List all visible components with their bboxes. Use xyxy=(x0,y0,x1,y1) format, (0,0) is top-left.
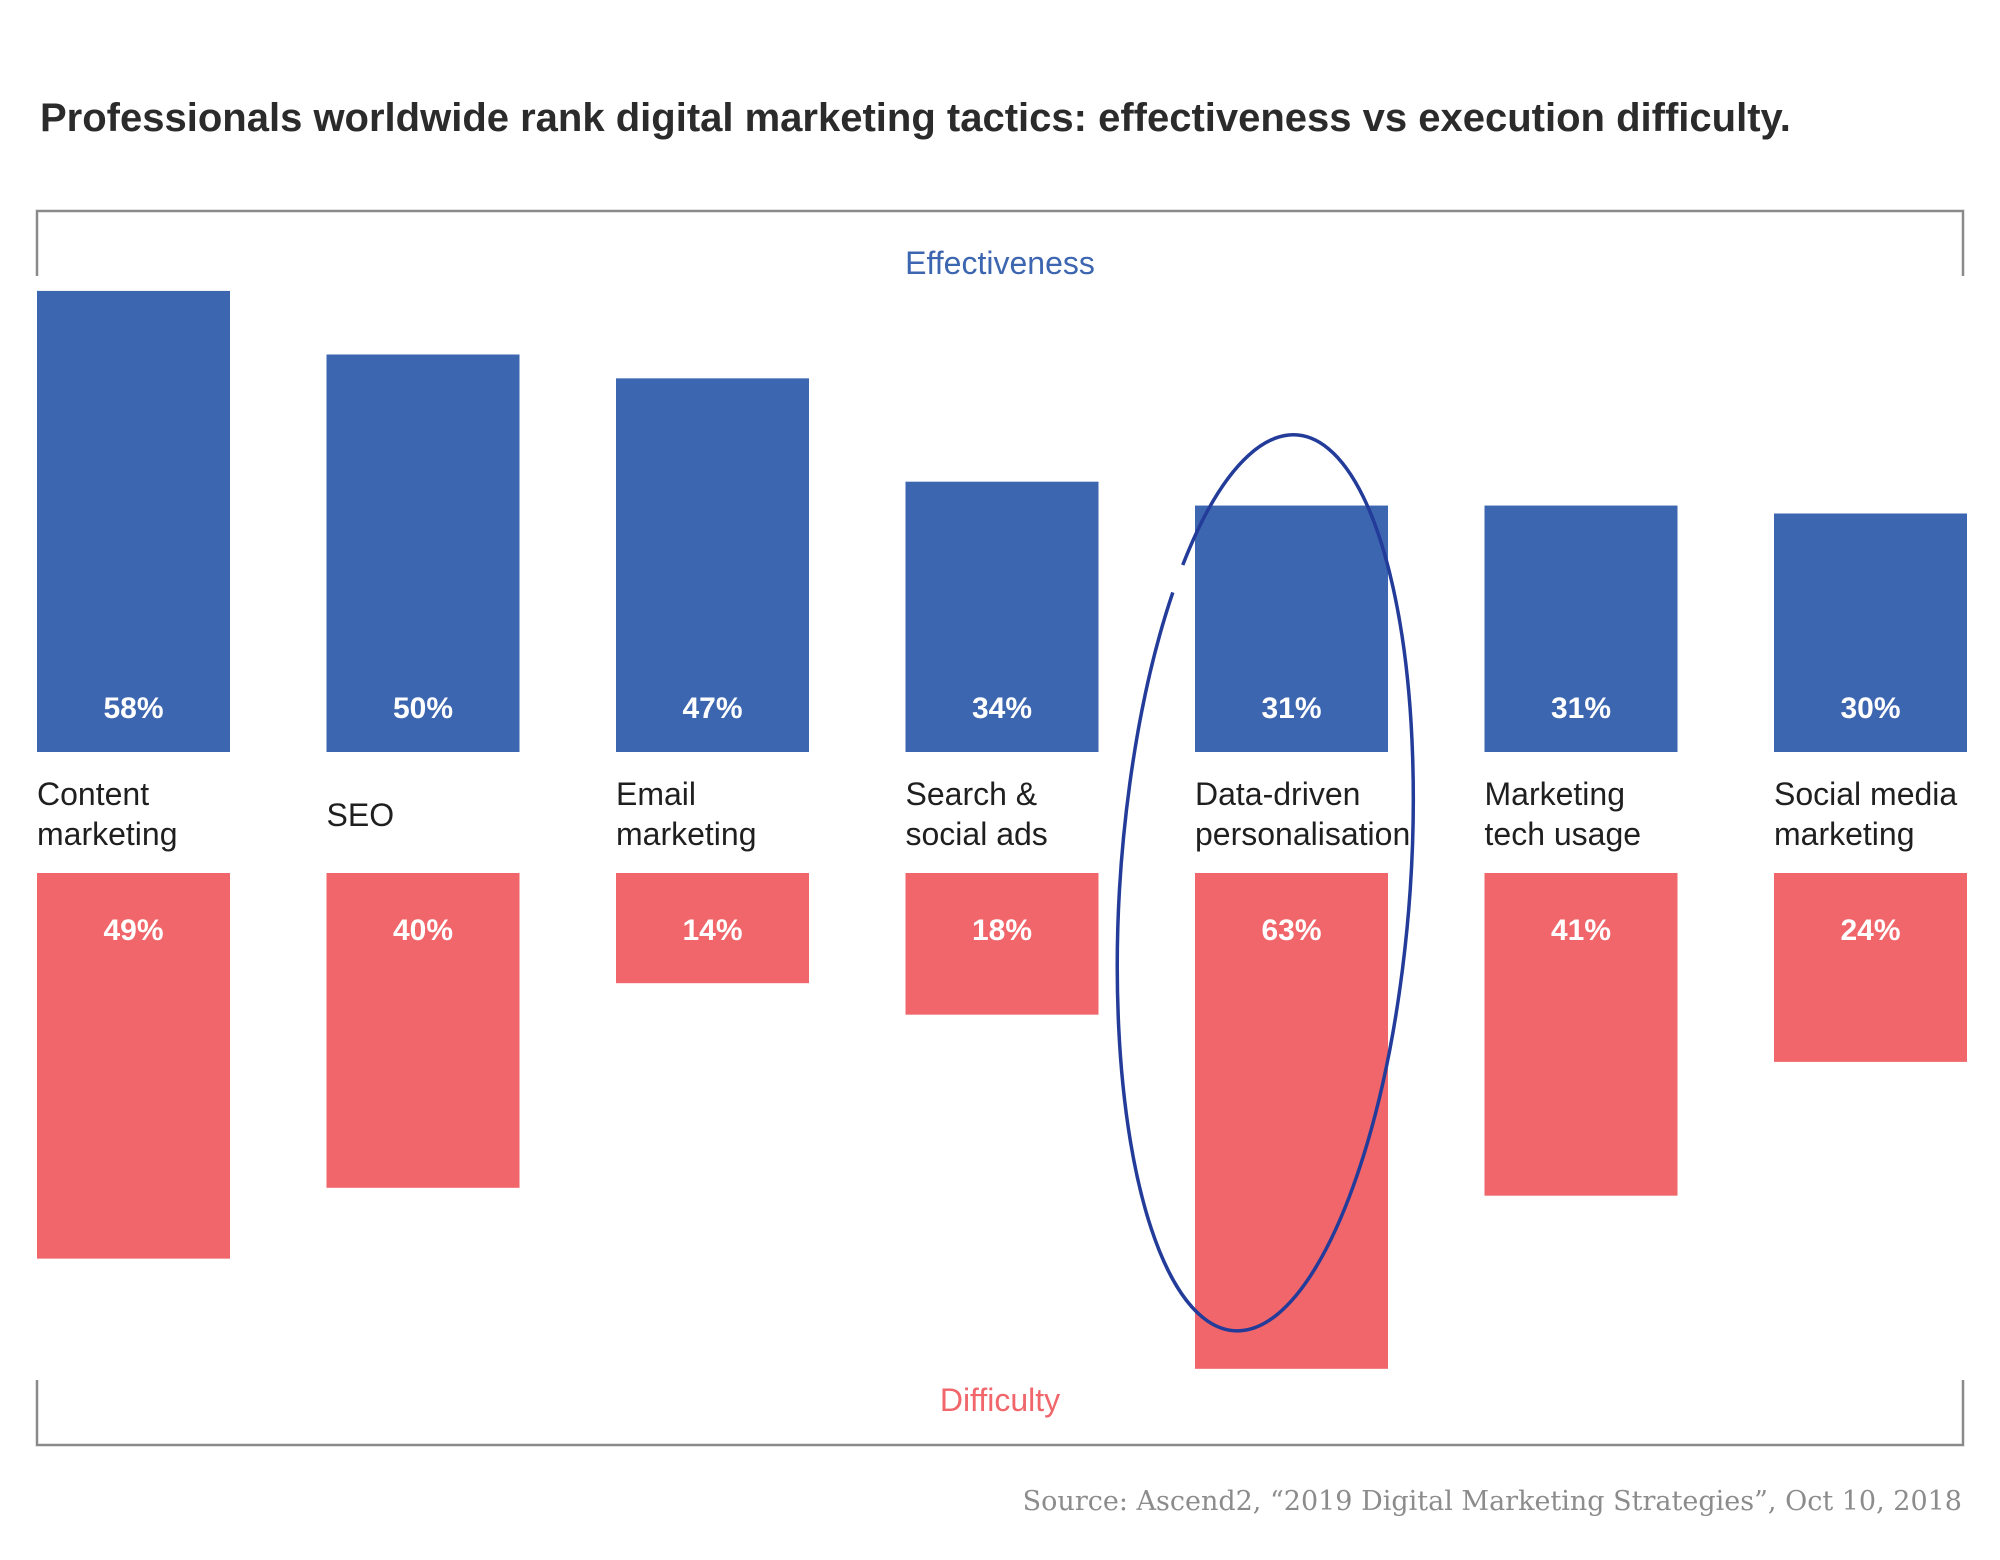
difficulty-bar xyxy=(616,873,809,984)
difficulty-bar xyxy=(905,873,1099,1015)
effectiveness-value-label: 31% xyxy=(1261,692,1321,725)
difficulty-bar xyxy=(1774,873,1967,1062)
category-label: tech usage xyxy=(1485,816,1642,852)
difficulty-value-label: 18% xyxy=(972,914,1032,947)
category-label: Email xyxy=(616,776,696,812)
category-label: Data-driven xyxy=(1195,776,1360,812)
category-label: Social media xyxy=(1774,776,1957,812)
difficulty-value-label: 41% xyxy=(1551,914,1611,947)
category-label: marketing xyxy=(1774,816,1915,852)
effectiveness-value-label: 58% xyxy=(103,692,163,725)
difficulty-bar xyxy=(1195,873,1388,1369)
effectiveness-bar xyxy=(1774,513,1967,752)
category-label: SEO xyxy=(327,797,395,833)
chart-marks: 58% 49% Content marketing 50% 40% SEO 47% 14% Ema… xyxy=(37,290,1967,1369)
top-frame xyxy=(35,209,1965,276)
effectiveness-value-label: 34% xyxy=(972,692,1032,725)
effectiveness-value-label: 30% xyxy=(1840,692,1900,725)
category-label: Search & xyxy=(906,776,1038,812)
effectiveness-bar xyxy=(616,378,809,752)
series-label-difficulty: Difficulty xyxy=(940,1382,1060,1418)
difficulty-value-label: 49% xyxy=(103,914,163,947)
difficulty-value-label: 14% xyxy=(682,914,742,947)
difficulty-value-label: 24% xyxy=(1840,914,1900,947)
highlight-ellipse xyxy=(1115,433,1416,1333)
effectiveness-value-label: 50% xyxy=(393,692,453,725)
difficulty-value-label: 40% xyxy=(393,914,453,947)
difficulty-value-label: 63% xyxy=(1261,914,1321,947)
effectiveness-bar xyxy=(326,354,520,752)
source-note: Source: Ascend2, “2019 Digital Marketing… xyxy=(1023,1486,1962,1517)
category-label: personalisation xyxy=(1195,816,1410,852)
category-label: Marketing xyxy=(1485,776,1626,812)
effectiveness-bar xyxy=(1195,505,1388,752)
series-label-effectiveness: Effectiveness xyxy=(905,245,1095,281)
effectiveness-bar xyxy=(1484,505,1678,752)
bottom-frame xyxy=(35,1380,1965,1447)
chart-title: Professionals worldwide rank digital mar… xyxy=(40,96,1791,140)
difficulty-bar xyxy=(37,873,230,1259)
category-label: marketing xyxy=(37,816,178,852)
category-label: marketing xyxy=(616,816,757,852)
difficulty-bar xyxy=(326,873,520,1188)
effectiveness-bar xyxy=(905,481,1099,752)
category-label: Content xyxy=(37,776,149,812)
category-label: social ads xyxy=(906,816,1048,852)
effectiveness-value-label: 31% xyxy=(1551,692,1611,725)
effectiveness-value-label: 47% xyxy=(682,692,742,725)
effectiveness-bar xyxy=(37,290,230,752)
difficulty-bar xyxy=(1484,873,1678,1196)
